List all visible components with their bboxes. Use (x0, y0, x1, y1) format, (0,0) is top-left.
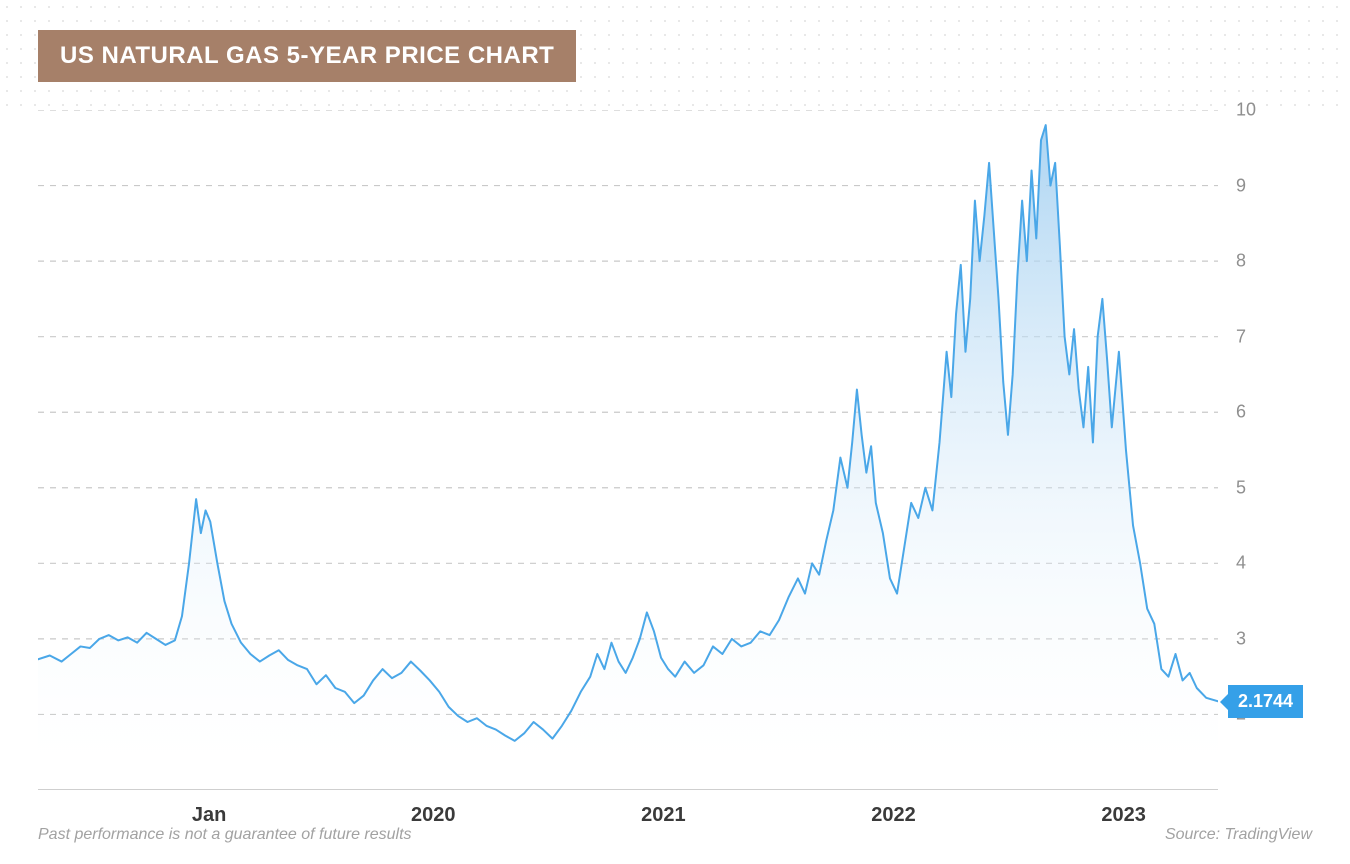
source-text: Source: TradingView (1165, 826, 1312, 844)
chart-title-text: US NATURAL GAS 5-YEAR PRICE CHART (60, 42, 554, 69)
chart-plot-area (38, 110, 1218, 790)
chart-title: US NATURAL GAS 5-YEAR PRICE CHART (38, 30, 576, 82)
y-tick-label: 3 (1236, 628, 1276, 649)
y-tick-label: 4 (1236, 553, 1276, 574)
y-tick-label: 9 (1236, 175, 1276, 196)
y-tick-label: 7 (1236, 326, 1276, 347)
chart-svg (38, 110, 1218, 790)
x-tick-label: 2022 (871, 804, 916, 827)
y-tick-label: 10 (1236, 100, 1276, 121)
y-tick-label: 5 (1236, 477, 1276, 498)
x-tick-label: Jan (192, 804, 226, 827)
y-tick-label: 6 (1236, 402, 1276, 423)
x-tick-label: 2020 (411, 804, 456, 827)
disclaimer-text: Past performance is not a guarantee of f… (38, 826, 412, 844)
x-tick-label: 2023 (1101, 804, 1146, 827)
last-value-badge: 2.1744 (1228, 685, 1303, 718)
y-tick-label: 8 (1236, 251, 1276, 272)
x-tick-label: 2021 (641, 804, 686, 827)
last-value-text: 2.1744 (1238, 691, 1293, 711)
